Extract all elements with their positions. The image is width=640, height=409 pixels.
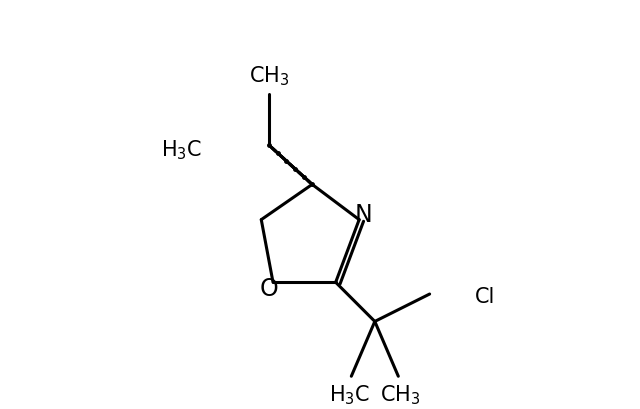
Text: H$_3$C: H$_3$C <box>329 382 370 406</box>
Text: CH$_3$: CH$_3$ <box>249 64 289 87</box>
Text: CH$_3$: CH$_3$ <box>380 382 420 406</box>
Text: O: O <box>260 276 278 301</box>
Text: Cl: Cl <box>475 286 495 306</box>
Text: N: N <box>354 202 372 226</box>
Text: H$_3$C: H$_3$C <box>161 138 202 162</box>
